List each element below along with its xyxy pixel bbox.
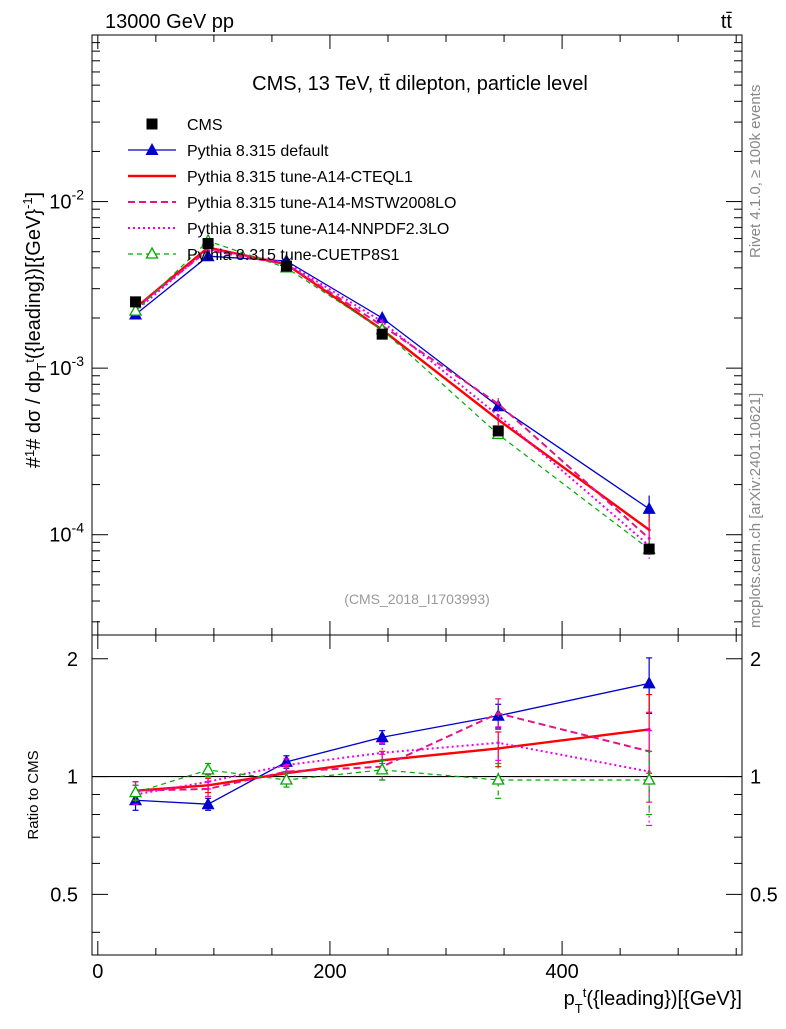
ratio-tick-label-right: 0.5 (750, 884, 778, 906)
ratio-y-label: Ratio to CMS (25, 750, 42, 839)
ratio-series-marker (375, 762, 389, 775)
ratio-series-marker (128, 785, 143, 798)
ratio-series-point (496, 741, 500, 745)
ratio-tick-label-left: 0.5 (50, 884, 78, 906)
legend-label: CMS (187, 117, 223, 134)
ratio-series-marker (642, 772, 656, 785)
main-series-line (135, 255, 650, 510)
cms-data-point (280, 260, 292, 272)
axes-group: 0 200 400 10-4 10-3 10-2 0.5 0.5 1 1 2 2 (49, 34, 778, 983)
main-series-line (134, 246, 650, 531)
cms-data-point (643, 543, 655, 555)
ratio-panel-frame (91, 634, 743, 956)
legend-marker (145, 246, 159, 259)
main-series-marker (642, 501, 656, 514)
main-series-point (496, 402, 500, 406)
x-tick-label: 0 (92, 961, 103, 983)
y-tick-label: 10-2 (49, 187, 84, 214)
y-axis-label: #1# dσ / dpTt({leading})[{GeV}-1] (20, 192, 49, 468)
y-tick-label: 10-3 (49, 353, 84, 380)
legend-label: Pythia 8.315 tune-CUETP8S1 (187, 247, 400, 264)
main-series-point (380, 320, 384, 324)
analysis-id: (CMS_2018_I1703993) (344, 591, 490, 607)
cms-data-point (376, 328, 388, 340)
x-tick-label: 400 (545, 961, 578, 983)
svg-text:#1# dσ / dpTt({leading})[{GeV: #1# dσ / dpTt({leading})[{GeV}-1] (20, 192, 49, 468)
ratio-series-marker (201, 762, 215, 775)
cms-data-point (202, 238, 214, 250)
main-series-marker (375, 310, 389, 323)
ratio-series-marker (279, 772, 294, 785)
ratio-series-line (135, 741, 650, 796)
cms-data-point (492, 425, 504, 437)
chart-title: CMS, 13 TeV, tt̄ dilepton, particle leve… (252, 73, 588, 95)
ratio-series-line (135, 682, 650, 805)
ratio-series-line (135, 728, 650, 792)
main-series-marker (201, 249, 215, 262)
main-series-line (135, 240, 650, 550)
x-axis-label: pTt({leading})[{GeV}] (564, 985, 742, 1016)
main-series-line (134, 247, 650, 547)
ratio-tick-label-right: 2 (750, 649, 761, 671)
cms-data-point (130, 296, 142, 308)
main-series-marker (128, 303, 143, 316)
ratio-series-point (284, 763, 288, 767)
legend-marker (145, 143, 159, 155)
main-series-line (134, 249, 650, 540)
legend: CMS Pythia 8.315 default Pythia 8.315 tune… (128, 117, 456, 264)
y-tick-label: 10-4 (49, 520, 84, 547)
ratio-tick-label-left: 2 (67, 649, 78, 671)
ratio-series-group (128, 657, 656, 827)
legend-label: Pythia 8.315 default (187, 143, 329, 160)
energy-label: 13000 GeV pp (105, 11, 234, 33)
main-series-point (496, 413, 500, 417)
main-series-point (496, 418, 500, 422)
ratio-series-marker (279, 754, 293, 767)
legend-label: Pythia 8.315 tune-A14-MSTW2008LO (187, 195, 456, 212)
ratio-series-line (135, 769, 650, 794)
legend-label: Pythia 8.315 tune-A14-CTEQL1 (187, 169, 413, 186)
main-series-group (128, 233, 656, 559)
process-label: tt̄ (721, 11, 733, 33)
x-tick-label: 200 (313, 961, 346, 983)
ratio-series-marker (201, 797, 215, 810)
ratio-series-marker (491, 772, 505, 785)
legend-marker (146, 118, 158, 130)
ratio-series-point (496, 711, 500, 715)
rivet-label: Rivet 4.1.0, ≥ 100k events (747, 85, 764, 258)
ratio-series-point (206, 780, 210, 784)
ratio-series-point (380, 751, 384, 755)
legend-label: Pythia 8.315 tune-A14-NNPDF2.3LO (187, 221, 449, 238)
source-label: mcplots.cern.ch [arXiv:2401.10621] (747, 393, 764, 628)
ratio-series-line (135, 712, 650, 792)
ratio-series-marker (375, 730, 389, 743)
ratio-series-marker (642, 676, 656, 689)
ratio-tick-label-left: 1 (67, 767, 78, 789)
ratio-tick-label-right: 1 (750, 767, 761, 789)
